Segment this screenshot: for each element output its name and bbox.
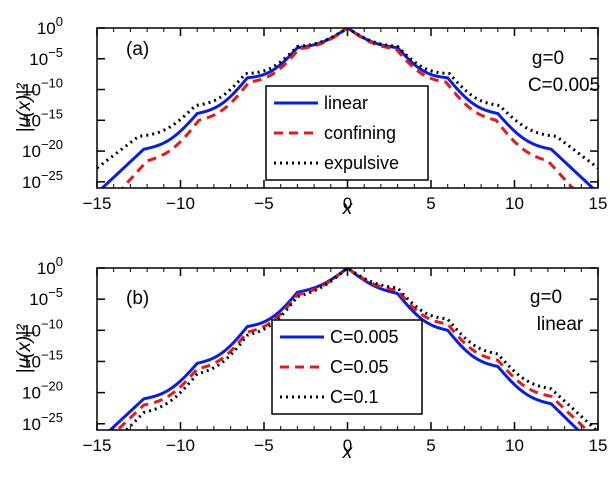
x-tick-label: −15 [83,194,112,213]
legend-label-0: linear [324,93,368,113]
x-tick-label: −10 [166,194,195,213]
x-axis-title: x [342,442,354,463]
y-tick-label: 10−15 [22,347,63,371]
x-axis-title: x [342,198,354,219]
series-line-0 [108,268,581,430]
series-line-2 [124,268,598,430]
y-tick-label: 100 [37,254,63,278]
y-tick-label: 10−10 [22,316,63,340]
annotation-c: linear [537,314,584,335]
x-tick-label: −5 [254,436,273,455]
x-tick-label: 10 [505,436,524,455]
y-tick-label: 10−10 [22,76,63,100]
panel-label: (b) [126,288,149,309]
series-line-0 [100,28,595,188]
x-tick-label: 0 [343,194,352,213]
legend-label-2: expulsive [324,153,399,173]
x-tick-label: 10 [505,194,524,213]
y-axis-title: |u(x)|² [14,324,35,374]
series-line-1 [120,28,575,188]
legend-label-2: C=0.1 [330,387,379,407]
y-tick-label: 10−15 [22,106,63,130]
y-tick-label: 10−20 [22,137,63,161]
x-tick-label: 15 [589,436,608,455]
annotation-g: g=0 [532,48,564,69]
y-tick-label: 10−20 [22,379,63,403]
y-tick-label: 10−25 [22,410,63,434]
y-tick-label: 10−5 [29,45,63,69]
legend: linear confining expulsive [265,85,429,181]
y-axis-title: |u(x)|² [14,83,35,133]
legend-label-0: C=0.005 [330,327,399,347]
x-tick-label: 5 [426,194,435,213]
x-tick-label: 15 [589,194,608,213]
plot-area [108,268,598,430]
x-tick-label: 0 [343,436,352,455]
y-tick-label: 10−25 [22,168,63,192]
panel-label: (a) [126,39,149,60]
y-tick-label: 10−5 [29,285,63,309]
legend-label-1: confining [324,123,396,143]
x-tick-label: 5 [426,436,435,455]
legend: C=0.005 C=0.05 C=0.1 [271,319,423,415]
series-line-1 [115,268,589,430]
annotation-g: g=0 [530,287,562,308]
x-tick-label: −5 [254,194,273,213]
chart-panel-b: −15 −10 −5 0 5 10 15 100 10−5 10−10 10−15 10−20 10−2… [14,254,607,463]
annotation-c: C=0.005 [528,75,600,96]
chart-panel-a: −15 −10 −5 0 5 10 15 100 10−5 10−10 10−15 10−20 10−2… [14,14,607,219]
x-tick-label: −15 [83,436,112,455]
plot-area [97,28,598,188]
legend-label-1: C=0.05 [330,357,389,377]
x-tick-label: −10 [166,436,195,455]
y-tick-label: 100 [37,14,63,38]
